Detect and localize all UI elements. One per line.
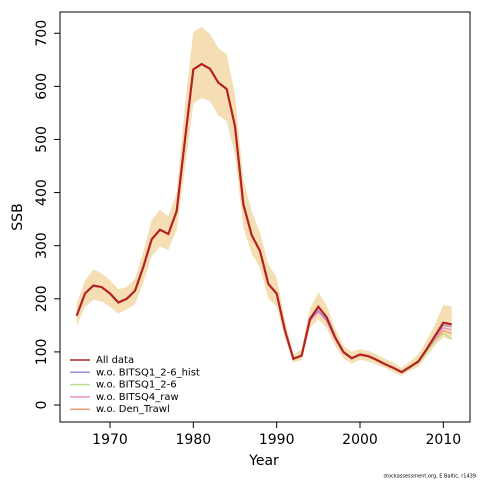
x-tick-label: 2000 [342, 432, 378, 448]
legend-label: w.o. BITSQ1_2-6_hist [96, 367, 200, 378]
x-axis-label: Year [248, 453, 279, 469]
series-line [76, 63, 452, 373]
y-tick-label: 400 [34, 179, 50, 206]
footnote: stockassessment.org, E Baltic, r1439 [384, 474, 476, 480]
legend-label: w.o. BITSQ4_raw [96, 392, 179, 403]
x-tick-label: 1980 [176, 432, 212, 448]
series-line [76, 63, 452, 374]
y-tick-label: 200 [34, 285, 50, 312]
y-tick-label: 100 [34, 339, 50, 366]
legend-label: w.o. Den_Trawl [96, 404, 170, 415]
y-tick-label: 600 [34, 73, 50, 100]
plot-frame [59, 11, 471, 423]
legend-label: All data [96, 355, 134, 366]
series-line [75, 62, 452, 374]
series-line [76, 63, 452, 373]
y-tick-label: 300 [34, 232, 50, 259]
y-axis-label: SSB [10, 203, 26, 230]
y-tick-label: 0 [34, 401, 50, 410]
series-line [76, 63, 453, 374]
x-tick-label: 1970 [92, 432, 128, 448]
legend-label: w.o. BITSQ1_2-6 [96, 380, 177, 391]
y-tick-label: 500 [34, 126, 50, 153]
x-tick-label: 2010 [426, 432, 462, 448]
x-tick-label: 1990 [259, 432, 295, 448]
y-tick-label: 700 [34, 20, 50, 47]
confidence-band [76, 26, 452, 376]
